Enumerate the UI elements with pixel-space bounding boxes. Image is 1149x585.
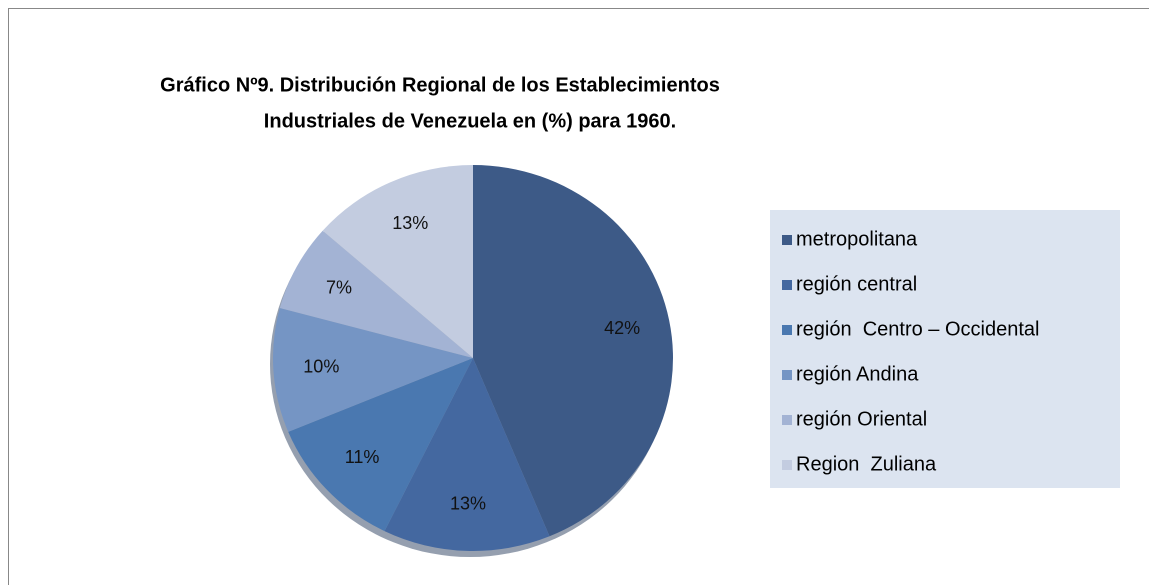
legend-label: región central bbox=[796, 273, 917, 295]
data-label: 11% bbox=[345, 447, 380, 467]
pie-slice bbox=[322, 165, 473, 358]
legend-box bbox=[770, 210, 1120, 488]
legend-label: región Oriental bbox=[796, 408, 927, 430]
data-label: 42% bbox=[604, 318, 640, 338]
data-label: 13% bbox=[392, 213, 428, 233]
data-label: 10% bbox=[303, 356, 339, 376]
data-label: 7% bbox=[326, 278, 352, 298]
legend-swatch bbox=[782, 460, 792, 470]
legend-label: metropolitana bbox=[796, 228, 918, 250]
pie-slice bbox=[273, 308, 473, 432]
legend-swatch bbox=[782, 415, 792, 425]
legend-label: región Andina bbox=[796, 363, 919, 385]
legend-label: región Centro – Occidental bbox=[796, 318, 1039, 340]
pie-slice bbox=[473, 165, 674, 537]
pie-slice bbox=[288, 358, 473, 532]
data-label: 13% bbox=[450, 493, 486, 513]
legend-swatch bbox=[782, 370, 792, 380]
legend-swatch bbox=[782, 280, 792, 290]
chart-title-line: Gráfico Nº9. Distribución Regional de lo… bbox=[160, 74, 720, 96]
legend-swatch bbox=[782, 325, 792, 335]
legend-label: Region Zuliana bbox=[796, 453, 937, 475]
legend-swatch bbox=[782, 235, 792, 245]
pie-slice bbox=[384, 358, 550, 551]
pie-slice bbox=[279, 230, 473, 358]
chart-title-line: Industriales de Venezuela en (%) para 19… bbox=[264, 110, 676, 132]
